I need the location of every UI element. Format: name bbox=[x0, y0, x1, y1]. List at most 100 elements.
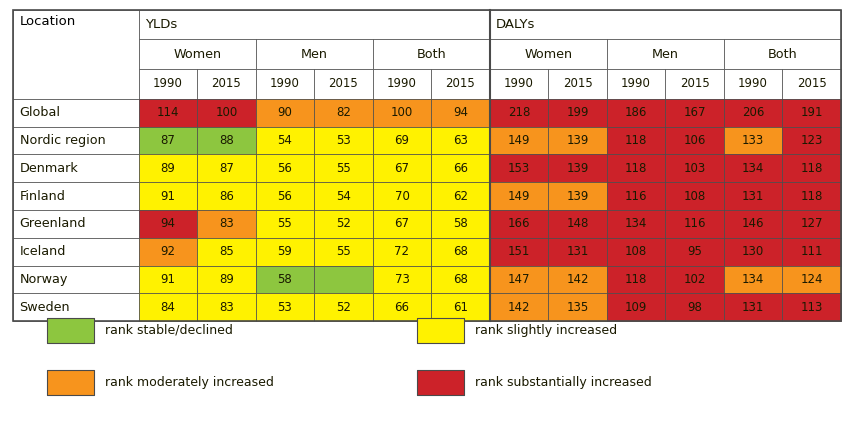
Bar bbox=[197, 182, 255, 210]
Text: 116: 116 bbox=[625, 190, 648, 203]
Text: 191: 191 bbox=[800, 106, 823, 119]
Bar bbox=[782, 266, 841, 293]
Bar bbox=[607, 293, 665, 321]
Text: Location: Location bbox=[20, 15, 76, 28]
Bar bbox=[431, 293, 489, 321]
Bar bbox=[417, 370, 464, 395]
Bar bbox=[431, 154, 489, 182]
Text: 2015: 2015 bbox=[563, 77, 592, 90]
Bar bbox=[782, 238, 841, 266]
Bar bbox=[607, 238, 665, 266]
Text: 114: 114 bbox=[157, 106, 180, 119]
Text: Sweden: Sweden bbox=[20, 301, 70, 314]
Bar bbox=[255, 154, 314, 182]
Bar bbox=[373, 39, 489, 69]
Bar bbox=[255, 210, 314, 238]
Text: 113: 113 bbox=[800, 301, 823, 314]
Text: 87: 87 bbox=[219, 162, 234, 175]
Bar bbox=[665, 154, 723, 182]
Text: 2015: 2015 bbox=[446, 77, 476, 90]
Bar bbox=[607, 210, 665, 238]
Bar bbox=[489, 69, 548, 99]
Bar bbox=[417, 370, 464, 395]
Bar bbox=[373, 210, 431, 238]
Bar bbox=[314, 182, 373, 210]
Bar bbox=[607, 39, 723, 69]
Text: 135: 135 bbox=[567, 301, 589, 314]
Bar bbox=[139, 99, 197, 127]
Text: Women: Women bbox=[524, 48, 573, 61]
Bar bbox=[373, 127, 431, 154]
Bar bbox=[782, 99, 841, 127]
Text: 54: 54 bbox=[277, 134, 293, 147]
Bar bbox=[548, 238, 607, 266]
Bar bbox=[607, 99, 665, 127]
Text: 69: 69 bbox=[395, 134, 409, 147]
Text: 53: 53 bbox=[277, 301, 293, 314]
Text: Finland: Finland bbox=[20, 190, 66, 203]
Bar bbox=[665, 266, 723, 293]
Bar bbox=[782, 293, 841, 321]
Bar bbox=[782, 154, 841, 182]
Text: 102: 102 bbox=[683, 273, 705, 286]
Text: 62: 62 bbox=[453, 190, 468, 203]
Text: 151: 151 bbox=[508, 245, 530, 258]
Bar bbox=[255, 99, 314, 127]
Text: 166: 166 bbox=[508, 217, 530, 230]
Text: Iceland: Iceland bbox=[20, 245, 66, 258]
Text: 55: 55 bbox=[336, 245, 351, 258]
Bar bbox=[13, 266, 139, 293]
Bar bbox=[314, 238, 373, 266]
Text: 149: 149 bbox=[508, 190, 530, 203]
Bar bbox=[723, 154, 782, 182]
Bar bbox=[489, 39, 607, 69]
Bar bbox=[314, 99, 373, 127]
Bar bbox=[314, 69, 373, 99]
Bar bbox=[373, 99, 431, 127]
Bar bbox=[548, 266, 607, 293]
Bar bbox=[255, 69, 314, 99]
Bar bbox=[47, 370, 94, 395]
Bar bbox=[197, 99, 255, 127]
Bar bbox=[665, 238, 723, 266]
Bar bbox=[255, 266, 314, 293]
Text: 142: 142 bbox=[566, 273, 589, 286]
Bar bbox=[782, 69, 841, 99]
Text: 123: 123 bbox=[800, 134, 823, 147]
Text: 2015: 2015 bbox=[797, 77, 826, 90]
Text: 89: 89 bbox=[161, 162, 175, 175]
Text: 52: 52 bbox=[336, 217, 351, 230]
Bar bbox=[489, 10, 841, 39]
Text: 1990: 1990 bbox=[387, 77, 417, 90]
Bar bbox=[139, 182, 197, 210]
Text: 218: 218 bbox=[508, 106, 530, 119]
Bar bbox=[139, 10, 489, 39]
Text: 147: 147 bbox=[508, 273, 530, 286]
Text: 133: 133 bbox=[742, 134, 764, 147]
Bar bbox=[314, 154, 373, 182]
Text: 118: 118 bbox=[625, 273, 648, 286]
Text: 131: 131 bbox=[742, 301, 764, 314]
Bar bbox=[13, 154, 139, 182]
Bar bbox=[723, 99, 782, 127]
Text: 1990: 1990 bbox=[504, 77, 534, 90]
Bar bbox=[431, 182, 489, 210]
Text: 55: 55 bbox=[336, 162, 351, 175]
Bar bbox=[723, 293, 782, 321]
Bar bbox=[723, 69, 782, 99]
Bar bbox=[139, 39, 255, 69]
Text: 206: 206 bbox=[742, 106, 764, 119]
Bar bbox=[417, 318, 464, 343]
Text: 1990: 1990 bbox=[153, 77, 183, 90]
Text: 2015: 2015 bbox=[680, 77, 710, 90]
Text: 1990: 1990 bbox=[621, 77, 651, 90]
Text: 87: 87 bbox=[161, 134, 175, 147]
Bar bbox=[139, 69, 197, 99]
Bar bbox=[665, 127, 723, 154]
Bar bbox=[197, 266, 255, 293]
Text: 153: 153 bbox=[508, 162, 530, 175]
Text: 91: 91 bbox=[161, 190, 175, 203]
Text: 72: 72 bbox=[395, 245, 409, 258]
Text: Global: Global bbox=[20, 106, 60, 119]
Text: YLDs: YLDs bbox=[145, 18, 177, 31]
